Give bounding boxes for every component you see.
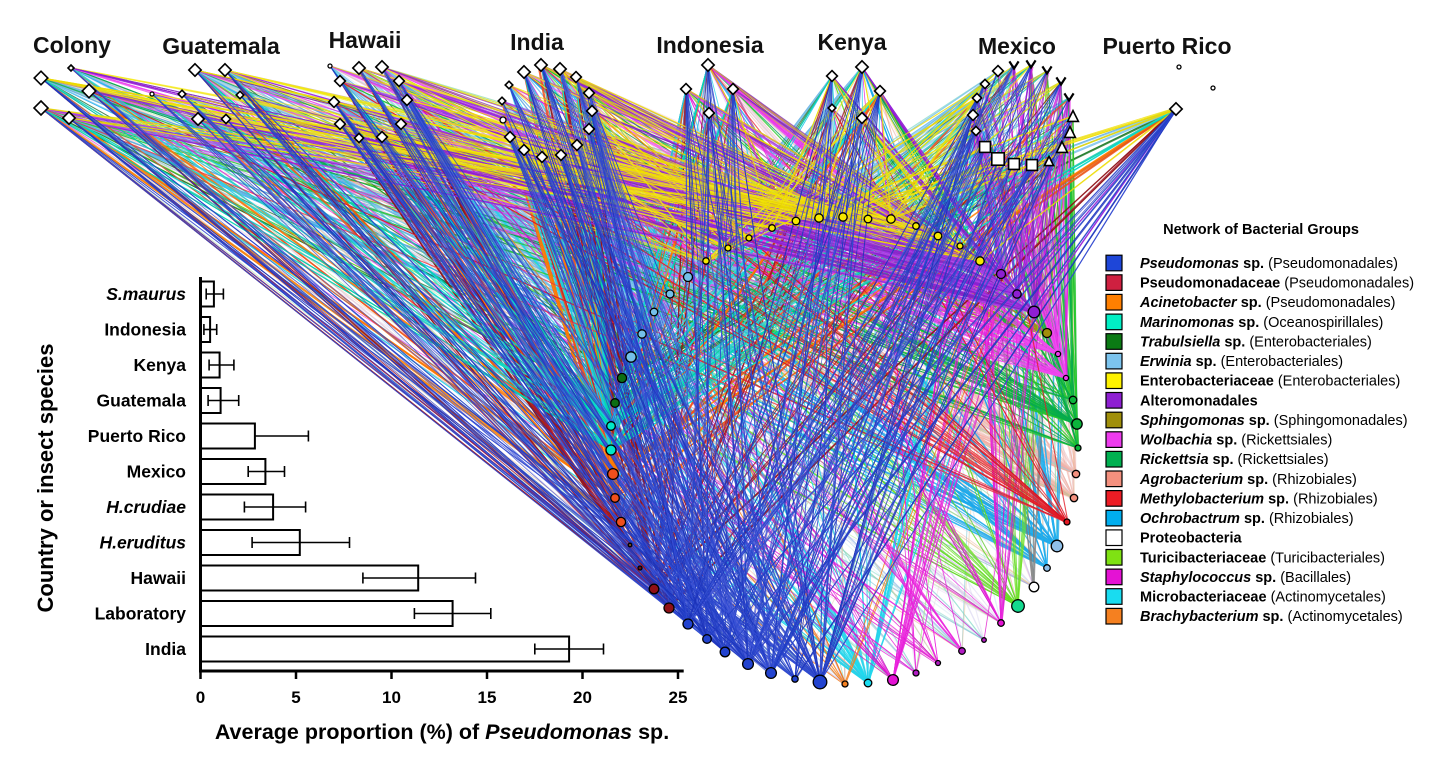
svg-text:Hawaii: Hawaii bbox=[131, 568, 186, 588]
svg-text:Marinomonas sp. (Oceanospiril: Marinomonas sp. (Oceanospirillales) bbox=[1140, 315, 1383, 331]
svg-text:Indonesia: Indonesia bbox=[104, 320, 186, 340]
svg-text:15: 15 bbox=[478, 688, 497, 707]
svg-text:India: India bbox=[510, 29, 564, 55]
svg-text:Puerto Rico: Puerto Rico bbox=[1102, 33, 1231, 59]
svg-text:Trabulsiella sp. (Enterobacter: Trabulsiella sp. (Enterobacteriales) bbox=[1140, 335, 1372, 351]
svg-text:0: 0 bbox=[196, 688, 205, 707]
svg-text:Agrobacterium sp. (Rhizobiales: Agrobacterium sp. (Rhizobiales) bbox=[1139, 472, 1357, 488]
svg-text:Wolbachia sp. (Rickettsiales): Wolbachia sp. (Rickettsiales) bbox=[1140, 433, 1332, 449]
svg-text:Hawaii: Hawaii bbox=[329, 27, 402, 53]
svg-text:Microbacteriaceae (Actinomycet: Microbacteriaceae (Actinomycetales) bbox=[1140, 590, 1386, 606]
svg-text:Kenya: Kenya bbox=[817, 29, 886, 55]
svg-text:Country or insect species: Country or insect species bbox=[33, 344, 58, 613]
svg-text:20: 20 bbox=[573, 688, 592, 707]
svg-text:Mexico: Mexico bbox=[127, 462, 186, 482]
svg-text:Kenya: Kenya bbox=[133, 355, 186, 375]
svg-text:Methylobacterium sp. (Rhizobia: Methylobacterium sp. (Rhizobiales) bbox=[1140, 491, 1378, 507]
svg-text:Turicibacteriaceae (Turicibact: Turicibacteriaceae (Turicibacteriales) bbox=[1140, 550, 1385, 566]
svg-text:Guatemala: Guatemala bbox=[162, 33, 280, 59]
svg-text:Pseudomonas sp. (Pseudomonadal: Pseudomonas sp. (Pseudomonadales) bbox=[1140, 256, 1398, 272]
svg-text:H.eruditus: H.eruditus bbox=[99, 533, 186, 553]
svg-text:Laboratory: Laboratory bbox=[95, 604, 187, 624]
svg-text:Ochrobactrum sp. (Rhizobiales): Ochrobactrum sp. (Rhizobiales) bbox=[1140, 511, 1354, 527]
svg-text:Acinetobacter sp. (Pseudomonad: Acinetobacter sp. (Pseudomonadales) bbox=[1139, 295, 1396, 311]
svg-text:Average proportion (%) of Pseu: Average proportion (%) of Pseudomonas sp… bbox=[215, 720, 669, 744]
svg-text:Colony: Colony bbox=[33, 32, 111, 58]
svg-text:S.maurus: S.maurus bbox=[106, 284, 186, 304]
svg-text:Pseudomonadaceae (Pseudomonada: Pseudomonadaceae (Pseudomonadales) bbox=[1140, 276, 1414, 292]
svg-text:Puerto Rico: Puerto Rico bbox=[88, 426, 186, 446]
svg-text:Guatemala: Guatemala bbox=[97, 391, 187, 411]
svg-text:Staphylococcus sp. (Bacillales: Staphylococcus sp. (Bacillales) bbox=[1140, 570, 1351, 586]
svg-text:25: 25 bbox=[669, 688, 688, 707]
svg-text:Indonesia: Indonesia bbox=[656, 32, 764, 58]
svg-text:Rickettsia sp. (Rickettsiales): Rickettsia sp. (Rickettsiales) bbox=[1140, 452, 1329, 468]
svg-text:Erwinia sp. (Enterobacteriales: Erwinia sp. (Enterobacteriales) bbox=[1140, 354, 1343, 370]
svg-text:H.crudiae: H.crudiae bbox=[106, 497, 186, 517]
svg-text:Sphingomonas sp. (Sphingomonad: Sphingomonas sp. (Sphingomonadales) bbox=[1140, 413, 1408, 429]
svg-text:Enterobacteriaceae (Enterobact: Enterobacteriaceae (Enterobacteriales) bbox=[1140, 374, 1400, 390]
svg-text:India: India bbox=[145, 639, 186, 659]
svg-text:10: 10 bbox=[382, 688, 401, 707]
svg-text:Brachybacterium sp. (Actinomyc: Brachybacterium sp. (Actinomycetales) bbox=[1140, 609, 1403, 625]
svg-text:5: 5 bbox=[291, 688, 300, 707]
svg-text:Proteobacteria: Proteobacteria bbox=[1140, 531, 1242, 547]
svg-text:Network of Bacterial Groups: Network of Bacterial Groups bbox=[1163, 222, 1359, 238]
svg-text:Mexico: Mexico bbox=[978, 33, 1056, 59]
svg-text:Alteromonadales: Alteromonadales bbox=[1140, 393, 1258, 409]
